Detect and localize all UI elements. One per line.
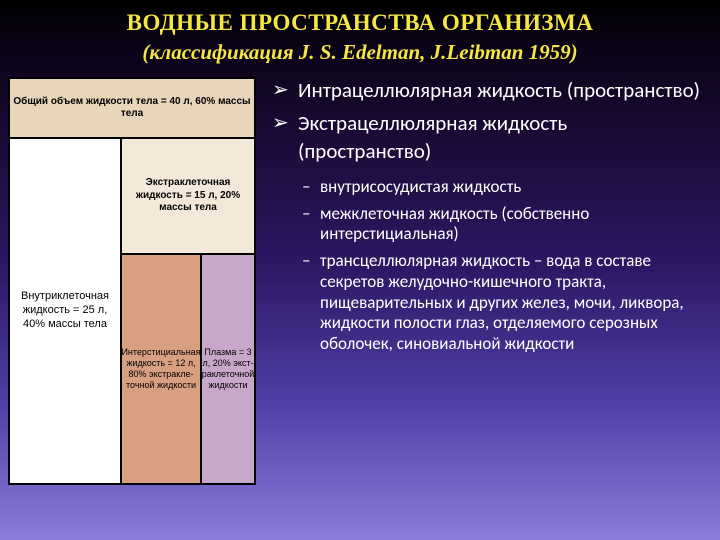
text-column: Интрацеллюлярная жидкость (пространство)… — [272, 77, 702, 485]
diagram-extra-cell: Экстраклеточная жидкость = 15 л, 20% мас… — [121, 138, 255, 254]
content-area: Общий объем жидкости тела = 40 л, 60% ма… — [0, 65, 720, 485]
diagram-total-cell: Общий объем жидкости тела = 40 л, 60% ма… — [9, 78, 255, 138]
main-bullet-list: Интрацеллюлярная жидкость (пространство)… — [272, 77, 702, 171]
fluid-diagram: Общий объем жидкости тела = 40 л, 60% ма… — [8, 77, 256, 485]
diagram-plasma-cell: Плазма = 3 л, 20% экст- раклеточной жидк… — [201, 254, 255, 484]
sub-bullet-item: межклеточная жидкость (собственно интерс… — [302, 204, 702, 251]
sub-bullet-item: внутрисосудистая жидкость — [302, 177, 702, 204]
slide-subtitle: (классификация J. S. Edelman, J.Leibman … — [0, 36, 720, 65]
sub-bullet-list: внутрисосудистая жидкость межклеточная ж… — [272, 171, 702, 361]
sub-bullet-item: трансцеллюлярная жидкость – вода в соста… — [302, 251, 702, 361]
diagram-interst-cell: Интерстициальная жидкость = 12 л, 80% эк… — [121, 254, 201, 484]
slide-title: ВОДНЫЕ ПРОСТРАНСТВА ОРГАНИЗМА — [0, 0, 720, 36]
main-bullet-item: Экстрацеллюлярная жидкость (пространство… — [272, 110, 702, 171]
diagram-intra-cell: Внутриклеточная жидкость = 25 л, 40% мас… — [9, 138, 121, 484]
main-bullet-item: Интрацеллюлярная жидкость (пространство) — [272, 77, 702, 110]
